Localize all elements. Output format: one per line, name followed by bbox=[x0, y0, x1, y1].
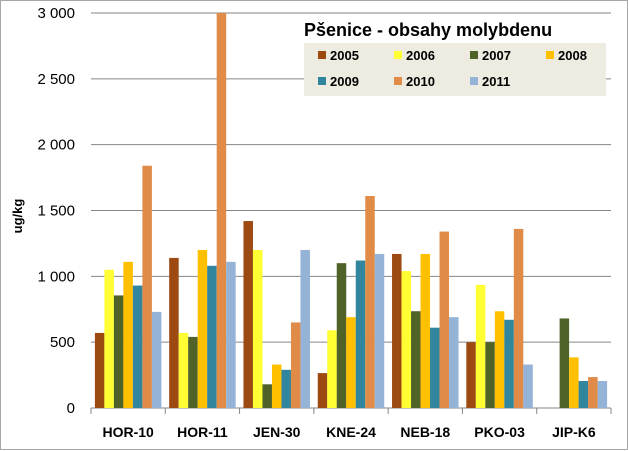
y-tick-label: 500 bbox=[50, 334, 75, 351]
bar-2005-JEN-30 bbox=[243, 221, 253, 408]
bar-2007-KNE-24 bbox=[336, 263, 347, 408]
bar-2008-PKO-03 bbox=[494, 311, 505, 408]
bar-2011-PKO-03 bbox=[523, 364, 533, 408]
bar-2008-KNE-24 bbox=[346, 317, 356, 408]
category-labels: HOR-10 HOR-11 JEN-30 KNE-24 NEB-18 PKO-03 JIP-… bbox=[102, 424, 595, 440]
legend-label-2005: 2005 bbox=[330, 48, 359, 63]
bar-2007-JIP-K6 bbox=[559, 318, 570, 408]
bar-2008-HOR-10 bbox=[123, 261, 133, 408]
bar-2006-HOR-10 bbox=[104, 269, 114, 408]
legend-swatch-2005 bbox=[318, 51, 326, 59]
bar-layer bbox=[94, 13, 608, 408]
y-tick-label: 3 000 bbox=[37, 5, 75, 22]
legend-label-2006: 2006 bbox=[406, 48, 435, 63]
bar-2009-NEB-18 bbox=[430, 327, 440, 408]
bar-2010-JIP-K6 bbox=[588, 377, 598, 408]
legend-swatch-2006 bbox=[394, 51, 402, 59]
bar-2005-HOR-11 bbox=[169, 257, 179, 408]
category-label: JEN-30 bbox=[253, 424, 301, 440]
bar-2011-JIP-K6 bbox=[597, 381, 608, 408]
bar-2010-HOR-11 bbox=[216, 13, 227, 408]
bar-2009-PKO-03 bbox=[504, 319, 514, 408]
bar-2011-JEN-30 bbox=[300, 250, 310, 408]
category-label: HOR-11 bbox=[177, 424, 228, 440]
bar-2009-HOR-10 bbox=[132, 285, 143, 408]
y-tick-label: 1 500 bbox=[37, 203, 75, 220]
bar-2007-HOR-11 bbox=[188, 336, 198, 408]
bar-2007-PKO-03 bbox=[485, 342, 495, 408]
bar-2011-NEB-18 bbox=[449, 317, 459, 408]
bar-2010-NEB-18 bbox=[439, 231, 450, 408]
legend-swatch-2008 bbox=[546, 51, 554, 59]
category-label: NEB-18 bbox=[400, 424, 450, 440]
y-tick-labels: 0 500 1 000 1 500 2 000 2 500 3 000 bbox=[37, 5, 75, 417]
legend-swatch-2010 bbox=[394, 77, 402, 85]
y-tick-label: 0 bbox=[67, 400, 75, 417]
bar-2010-PKO-03 bbox=[513, 228, 524, 408]
category-label: KNE-24 bbox=[326, 424, 376, 440]
bar-2005-PKO-03 bbox=[466, 342, 476, 408]
legend-label-2008: 2008 bbox=[558, 48, 587, 63]
legend-swatch-2011 bbox=[470, 77, 478, 85]
bar-2006-KNE-24 bbox=[327, 330, 337, 408]
axis-layer bbox=[90, 407, 612, 414]
y-tick-label: 2 000 bbox=[37, 137, 75, 154]
bar-2006-JEN-30 bbox=[252, 250, 263, 408]
y-tick-label: 1 000 bbox=[37, 268, 75, 285]
bar-2011-HOR-10 bbox=[151, 311, 162, 408]
bar-2008-JEN-30 bbox=[271, 364, 282, 408]
bar-2008-JIP-K6 bbox=[569, 357, 579, 408]
category-label: HOR-10 bbox=[102, 424, 154, 440]
bar-2010-HOR-10 bbox=[142, 165, 152, 408]
bar-2011-HOR-11 bbox=[226, 261, 236, 408]
bar-2007-JEN-30 bbox=[262, 384, 272, 408]
y-axis-label: ug/kg bbox=[10, 199, 25, 234]
bar-2007-HOR-10 bbox=[113, 295, 124, 408]
category-label: JIP-K6 bbox=[552, 424, 596, 440]
bar-2006-NEB-18 bbox=[401, 271, 412, 408]
bar-2008-NEB-18 bbox=[420, 253, 431, 408]
bar-2006-HOR-11 bbox=[178, 332, 189, 408]
bar-2010-KNE-24 bbox=[365, 196, 375, 408]
bar-2009-JIP-K6 bbox=[578, 381, 589, 408]
legend-background bbox=[304, 43, 606, 96]
legend-items: 2005 2006 2007 2008 2009 2010 2011 bbox=[318, 48, 587, 89]
bar-2007-NEB-18 bbox=[411, 311, 421, 408]
bar-2005-HOR-10 bbox=[94, 332, 105, 408]
legend-label-2010: 2010 bbox=[406, 74, 435, 89]
category-label: PKO-03 bbox=[474, 424, 525, 440]
chart-title: Pšenice - obsahy molybdenu bbox=[304, 20, 552, 40]
bar-2011-KNE-24 bbox=[374, 253, 385, 408]
bar-2006-PKO-03 bbox=[475, 284, 486, 408]
bar-2005-KNE-24 bbox=[317, 373, 328, 408]
legend-swatch-2009 bbox=[318, 77, 326, 85]
y-tick-label: 2 500 bbox=[37, 71, 75, 88]
legend-label-2007: 2007 bbox=[482, 48, 511, 63]
legend-label-2011: 2011 bbox=[482, 74, 510, 89]
bar-2010-JEN-30 bbox=[290, 322, 301, 408]
bar-2008-HOR-11 bbox=[197, 250, 208, 408]
bar-2009-JEN-30 bbox=[281, 369, 291, 408]
legend-swatch-2007 bbox=[470, 51, 478, 59]
bar-2009-KNE-24 bbox=[355, 260, 366, 408]
bar-2009-HOR-11 bbox=[207, 265, 217, 408]
legend-label-2009: 2009 bbox=[330, 74, 359, 89]
legend: 2005 2006 2007 2008 2009 2010 2011 bbox=[304, 43, 606, 96]
bar-2005-NEB-18 bbox=[392, 253, 402, 408]
